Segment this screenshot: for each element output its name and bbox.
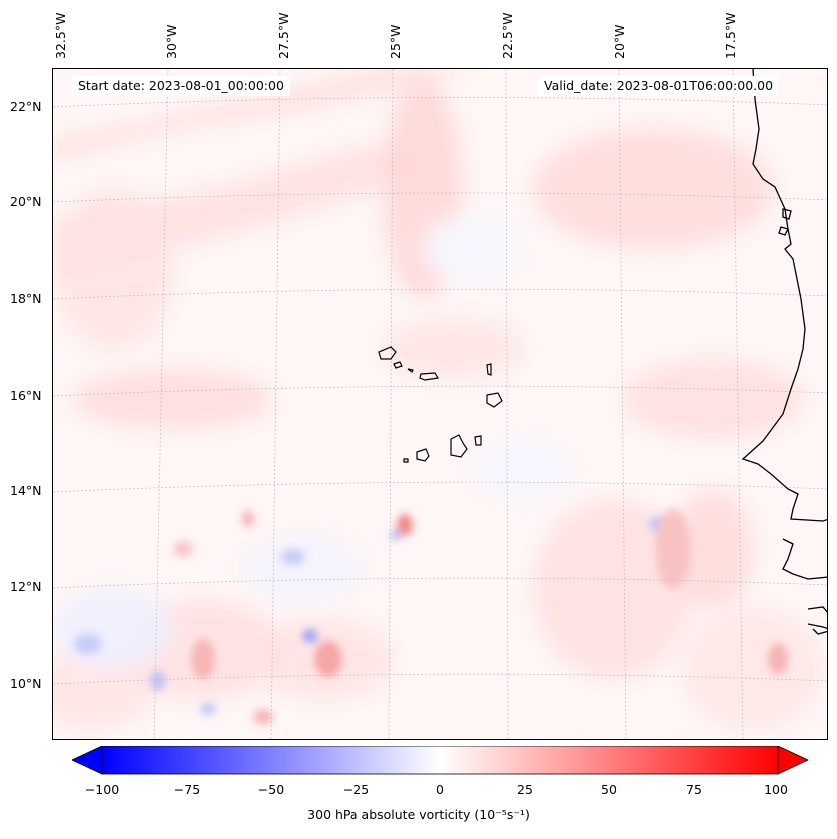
lat-label-14n: 14°N [10,483,42,498]
colorbar-tick: 25 [517,782,533,797]
lon-label-25w: 25°W [388,24,403,59]
vorticity-field [53,69,827,739]
field-blobs [53,69,823,729]
lat-label-12n: 12°N [10,579,42,594]
colorbar-label: 300 hPa absolute vorticity (10⁻⁵s⁻¹) [307,807,530,822]
lon-label-27-5w: 27.5°W [276,12,291,59]
field-small-features [74,509,788,725]
lon-label-32-5w: 32.5°W [53,12,68,59]
lat-label-22n: 22°N [10,99,42,114]
colorbar-gradient [101,746,779,775]
colorbar [72,746,809,775]
colorbar-tick: −25 [342,782,370,797]
colorbar-tick: 75 [686,782,702,797]
colorbar-tick: 0 [436,782,444,797]
map-panel [52,68,828,740]
colorbar-tick: −50 [257,782,285,797]
colorbar-tick: 100 [764,782,788,797]
colorbar-tick: −100 [84,782,120,797]
lat-label-20n: 20°N [10,194,42,209]
colorbar-extend-high [777,746,809,775]
cape-verde-islands [378,346,503,463]
valid-date-label: Valid_date: 2023-08-01T06:00:00.00 [538,76,780,96]
colorbar-tick: 50 [601,782,617,797]
lon-label-20w: 20°W [612,24,627,59]
start-date-label: Start date: 2023-08-01_00:00:00 [72,76,290,96]
lon-label-30w: 30°W [164,24,179,59]
lat-label-18n: 18°N [10,291,42,306]
lon-label-22-5w: 22.5°W [500,12,515,59]
colorbar-extend-low [72,746,103,775]
coastline [741,69,827,635]
graticule [53,69,827,739]
colorbar-tick: −75 [173,782,201,797]
lon-label-17-5w: 17.5°W [723,12,738,59]
lat-label-10n: 10°N [10,676,42,691]
lat-label-16n: 16°N [10,388,42,403]
